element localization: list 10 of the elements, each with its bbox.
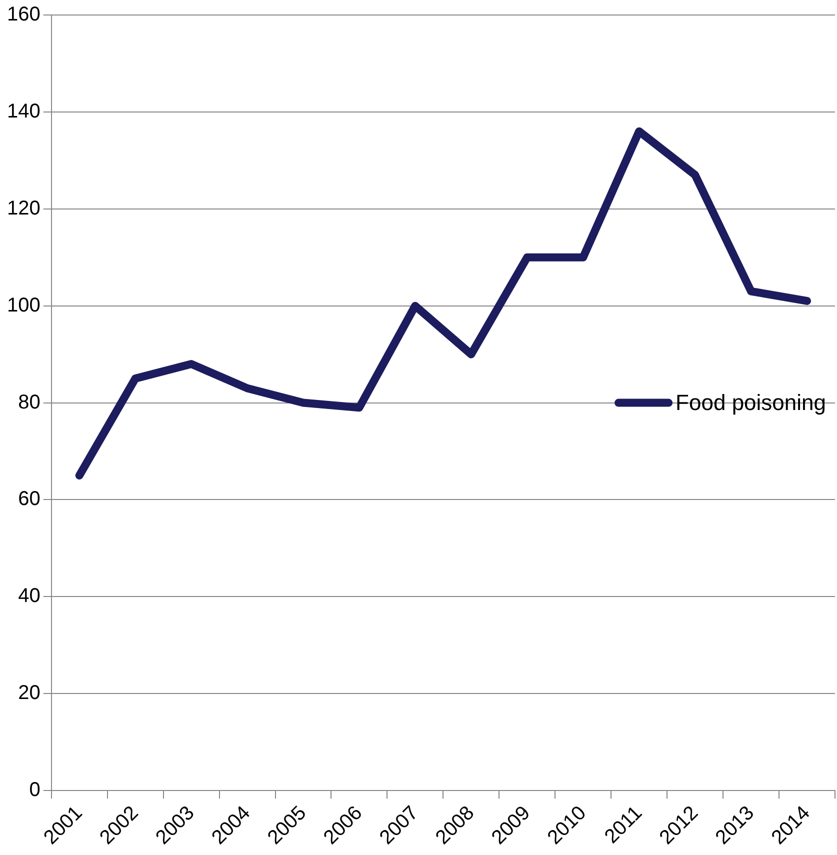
y-tick-label: 140 <box>6 100 40 122</box>
y-tick-label: 20 <box>18 682 40 704</box>
y-tick-label: 80 <box>18 391 40 414</box>
y-tick-label: 160 <box>6 4 40 26</box>
y-tick-label: 40 <box>18 585 40 608</box>
y-tick-label: 100 <box>6 294 40 316</box>
y-tick-label: 60 <box>18 488 40 510</box>
y-tick-label: 120 <box>6 197 40 220</box>
y-tick-label: 0 <box>29 779 40 802</box>
legend-label: Food poisoning <box>676 390 826 415</box>
